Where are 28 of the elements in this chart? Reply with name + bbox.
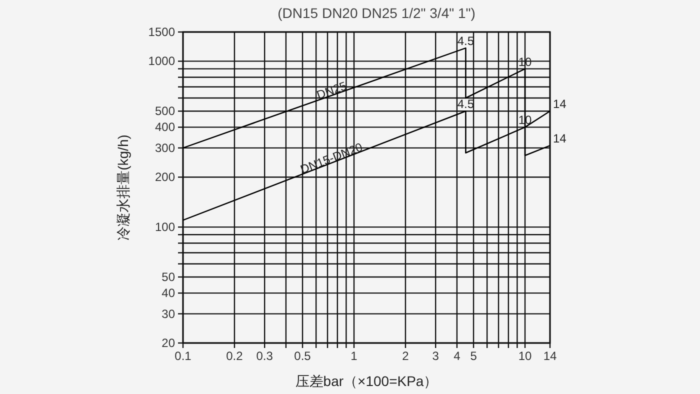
y-tick-label: 200 <box>154 170 176 184</box>
y-tick-label: 300 <box>154 140 176 155</box>
x-tick-label: 0.5 <box>294 349 312 363</box>
x-tick-label: 0.3 <box>256 349 274 363</box>
x-axis-title: 压差bar（×100=KPa） <box>295 373 438 389</box>
x-tick-label: 10 <box>518 349 532 363</box>
x-tick-label: 0.2 <box>226 349 244 363</box>
y-tick-label: 1000 <box>148 54 176 68</box>
x-tick-label: 5 <box>470 349 478 363</box>
y-tick-label: 50 <box>162 270 176 284</box>
x-tick-label: 0.1 <box>174 349 192 363</box>
y-tick-label: 30 <box>162 306 176 321</box>
y-tick-label: 500 <box>154 104 176 118</box>
x-tick-label: 3 <box>432 349 440 363</box>
y-axis-title: 冷凝水排量(kg/h) <box>115 134 131 240</box>
x-tick-label: 1 <box>350 349 358 363</box>
text: DN25 <box>314 78 349 102</box>
y-tick-label: 20 <box>162 336 176 350</box>
y-tick-label: 40 <box>162 286 176 300</box>
annotation: 14 <box>553 97 567 112</box>
x-tick-label: 4 <box>454 349 461 363</box>
y-tick-label: 1500 <box>148 25 176 39</box>
y-tick-label: 400 <box>154 120 176 134</box>
x-tick-label: 14 <box>543 349 557 363</box>
x-tick-label: 2 <box>402 349 410 363</box>
annotation: 14 <box>553 132 567 146</box>
y-tick-label: 100 <box>154 220 176 234</box>
chart-title: (DN15 DN20 DN25 1/2" 3/4" 1") <box>278 5 476 21</box>
